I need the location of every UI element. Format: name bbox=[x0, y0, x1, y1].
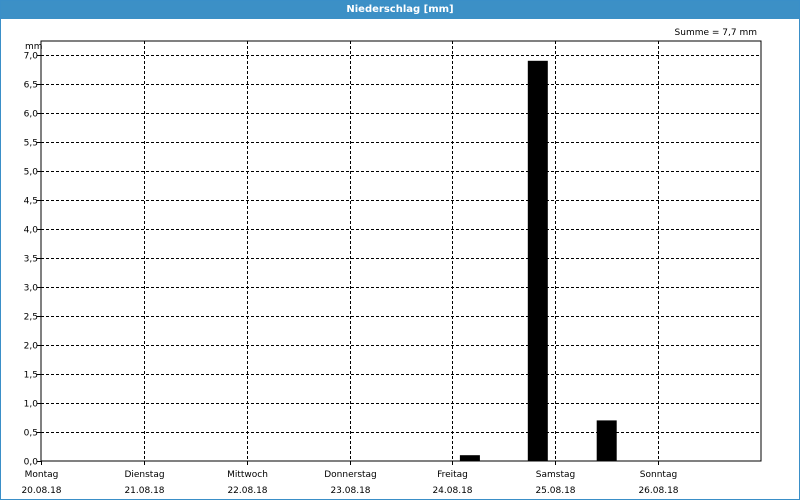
bar bbox=[527, 60, 548, 462]
y-tick-label: 5,0 bbox=[24, 168, 39, 178]
x-tick-date: 22.08.18 bbox=[227, 486, 267, 496]
x-tick-date: 25.08.18 bbox=[535, 486, 575, 496]
x-tick-day: Mittwoch bbox=[227, 470, 268, 480]
y-tick-label: 0,5 bbox=[24, 429, 38, 439]
x-tick-day: Donnerstag bbox=[324, 470, 377, 480]
y-tick-label: 3,0 bbox=[24, 284, 39, 294]
x-tick-date: 24.08.18 bbox=[432, 486, 472, 496]
plot-border bbox=[40, 40, 762, 462]
x-tick-day: Samstag bbox=[536, 470, 575, 480]
y-axis-unit: mm bbox=[25, 42, 43, 52]
x-tick-date: 23.08.18 bbox=[330, 486, 370, 496]
y-tick-label: 7,0 bbox=[24, 52, 39, 62]
x-tick-date: 21.08.18 bbox=[124, 486, 164, 496]
bar bbox=[459, 455, 480, 461]
chart-title: Niederschlag [mm] bbox=[1, 1, 799, 19]
y-tick-label: 3,5 bbox=[24, 255, 38, 265]
y-tick-label: 1,0 bbox=[24, 400, 39, 410]
sum-label: Summe = 7,7 mm bbox=[675, 28, 757, 38]
x-tick-date: 26.08.18 bbox=[638, 486, 678, 496]
y-tick-label: 6,0 bbox=[24, 110, 39, 120]
y-tick-label: 0,0 bbox=[24, 458, 39, 468]
y-tick-label: 1,5 bbox=[24, 371, 38, 381]
y-tick-label: 6,5 bbox=[24, 81, 38, 91]
y-tick-label: 4,5 bbox=[24, 197, 38, 207]
x-tick-date: 20.08.18 bbox=[21, 486, 61, 496]
y-tick-label: 2,0 bbox=[24, 342, 39, 352]
bar bbox=[596, 420, 617, 461]
y-tick-label: 4,0 bbox=[24, 226, 39, 236]
x-tick-day: Freitag bbox=[437, 470, 468, 480]
x-tick-day: Dienstag bbox=[124, 470, 164, 480]
y-tick-label: 5,5 bbox=[24, 139, 38, 149]
x-tick-day: Montag bbox=[25, 470, 59, 480]
x-tick-day: Sonntag bbox=[640, 470, 677, 480]
y-tick-label: 2,5 bbox=[24, 313, 38, 323]
